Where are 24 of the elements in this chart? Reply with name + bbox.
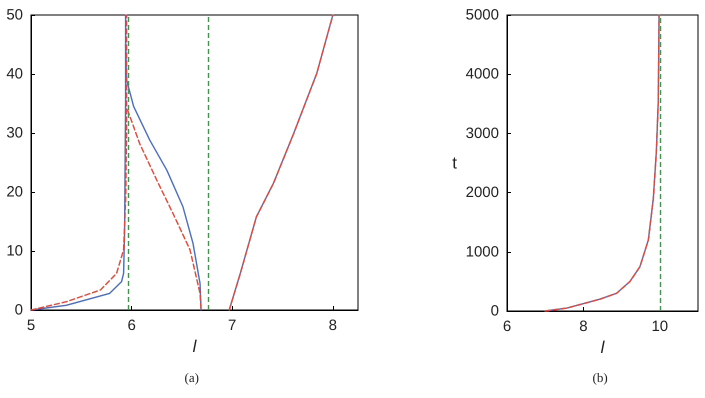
text: (b)	[592, 370, 608, 385]
x-tick-label: 8	[328, 317, 338, 334]
y-tick-label: 2000	[466, 184, 499, 202]
y-tick-label: 40	[6, 66, 23, 82]
x-tick-label: 6	[502, 318, 512, 335]
y-tick-label: 0	[14, 302, 23, 318]
text: (a)	[184, 370, 199, 385]
x-axis-title: l	[192, 336, 198, 356]
x-axis-title: l	[600, 338, 606, 357]
x-tick-label: 10	[651, 318, 668, 335]
y-tick-label: 10	[6, 242, 23, 260]
y-tick-label: 30	[6, 124, 23, 142]
x-tick-label: 6	[127, 317, 136, 334]
y-tick-label: 1000	[466, 243, 499, 260]
y-tick-label: 0	[490, 302, 499, 320]
y-tick-label: 20	[6, 184, 23, 200]
y-tick-label: 4000	[466, 66, 499, 83]
x-tick-label: 5	[26, 317, 36, 334]
y-tick-label: 50	[6, 6, 23, 24]
y-tick-label: 3000	[466, 124, 499, 142]
x-tick-label: 7	[228, 317, 236, 334]
y-tick-label: 5000	[466, 6, 499, 24]
y-axis-title: t	[452, 154, 458, 172]
x-tick-label: 8	[579, 318, 588, 335]
